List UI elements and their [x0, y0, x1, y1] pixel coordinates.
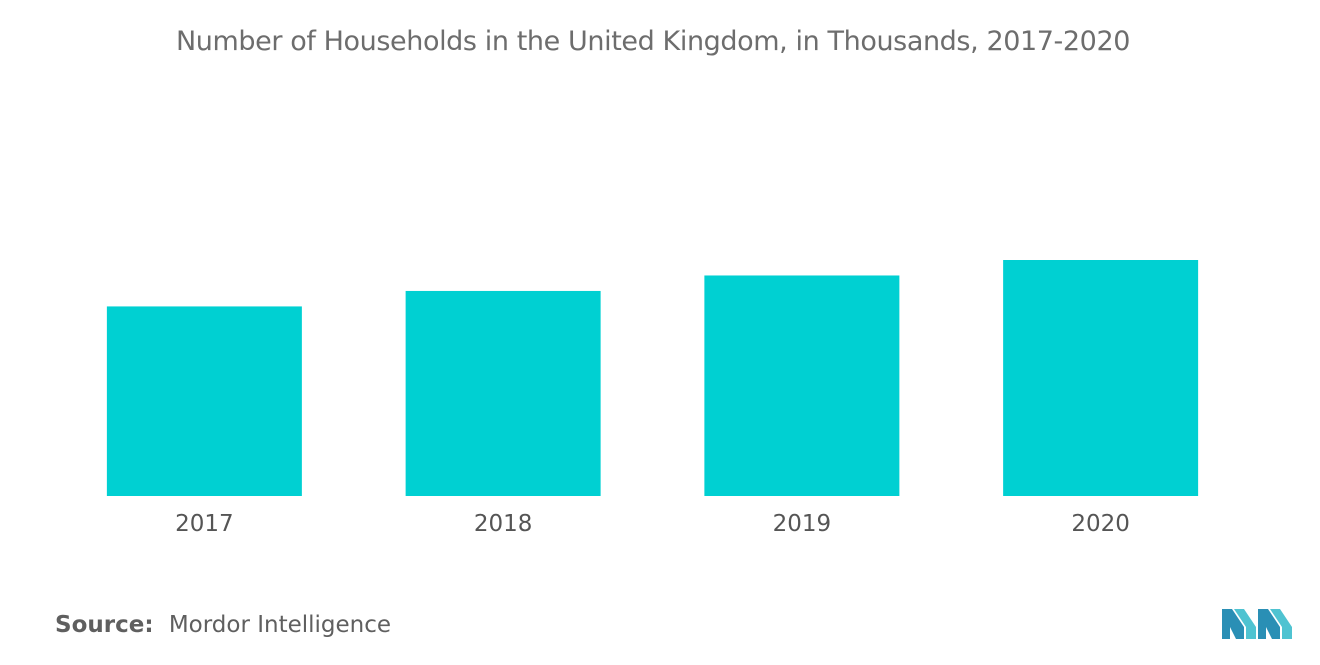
source-line: Source: Mordor Intelligence	[55, 612, 391, 638]
mordor-intelligence-logo-icon	[1222, 609, 1292, 639]
source-label: Source:	[55, 612, 154, 638]
x-tick-label: 2020	[1071, 511, 1130, 537]
x-tick-label: 2019	[773, 511, 832, 537]
bar-2020	[1003, 260, 1199, 496]
source-text: Mordor Intelligence	[168, 612, 392, 638]
x-tick-label: 2017	[175, 511, 234, 537]
bar-2017	[106, 306, 302, 496]
chart-title: Number of Households in the United Kingd…	[175, 26, 1131, 57]
bar-2019	[704, 275, 900, 496]
x-tick-label: 2018	[474, 511, 533, 537]
bar-2018	[405, 290, 601, 496]
